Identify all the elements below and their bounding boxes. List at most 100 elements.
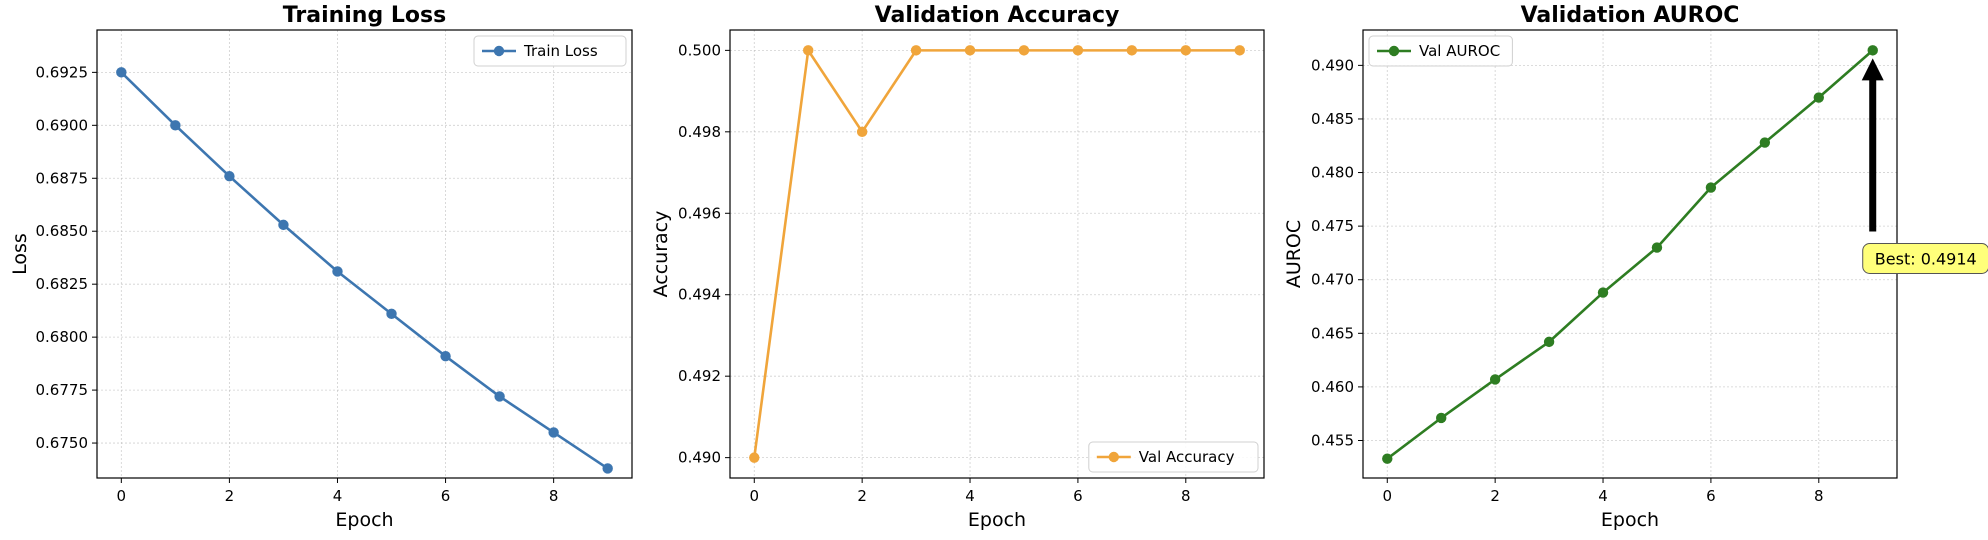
- data-point: [386, 308, 397, 320]
- data-point: [749, 452, 760, 463]
- x-tick-label: 4: [1598, 487, 1608, 505]
- x-tick-label: 2: [857, 487, 867, 505]
- legend: Val Accuracy: [1088, 441, 1259, 473]
- axes-frame: [729, 29, 1265, 479]
- annotation-label: Best: 0.4914: [1875, 249, 1977, 268]
- x-tick-label: 0: [117, 487, 127, 505]
- data-point: [1018, 45, 1030, 56]
- y-axis-label: AUROC: [1283, 220, 1305, 288]
- y-tick-label: 0.6775: [36, 381, 89, 399]
- y-tick-label: 0.6800: [36, 328, 89, 346]
- y-tick-label: 0.500: [678, 41, 721, 59]
- subplot-1: 0 2 4 6 8 0.6750 0.6775 0.6800 0.6825 0.6850 0.687…: [9, 3, 633, 531]
- x-axis-label: Epoch: [335, 509, 393, 531]
- x-tick-label: 8: [1814, 487, 1824, 505]
- chart-title: Training Loss: [283, 3, 446, 28]
- y-axis-label: Loss: [9, 233, 31, 275]
- y-tick-label: 0.480: [1311, 164, 1354, 182]
- annotation-arrow-head: [1861, 58, 1884, 81]
- series-line: [752, 49, 1240, 458]
- data-point: [1180, 45, 1191, 56]
- y-tick-label: 0.6925: [36, 63, 89, 81]
- y-tick-label: 0.485: [1311, 110, 1354, 128]
- y-tick-label: 0.6850: [36, 222, 89, 240]
- x-tick-label: 8: [1181, 487, 1191, 505]
- data-point: [1705, 182, 1717, 193]
- data-point: [116, 67, 127, 78]
- y-tick-label: 0.460: [1311, 378, 1354, 396]
- legend-swatch-marker: [1388, 45, 1400, 57]
- annotation-box: [1862, 242, 1988, 274]
- data-point: [856, 126, 868, 138]
- series-line: [1386, 49, 1874, 460]
- x-tick-label: 8: [549, 487, 559, 505]
- data-point: [1651, 242, 1663, 253]
- x-tick-label: 6: [441, 487, 451, 505]
- data-point: [602, 463, 613, 474]
- x-tick-label: 6: [1706, 487, 1716, 505]
- x-axis-label: Epoch: [1601, 509, 1659, 531]
- data-point: [1382, 453, 1393, 464]
- subplot-3: 0 2 4 6 8 0.455 0.460 0.465 0.470 0.475 0.480 0.485…: [1283, 3, 1988, 531]
- data-point: [1759, 137, 1771, 148]
- x-tick-label: 0: [749, 487, 759, 505]
- data-point: [440, 351, 451, 362]
- x-tick-label: 4: [333, 487, 343, 505]
- y-axis-label: Accuracy: [650, 211, 672, 298]
- subplot-2: 0 2 4 6 8 0.490 0.492 0.494 0.496 0.498 0.500 Valid…: [650, 3, 1265, 531]
- legend-box: [473, 35, 627, 67]
- chart-title: Validation AUROC: [1521, 3, 1740, 28]
- data-point: [1126, 45, 1138, 56]
- x-tick-label: 6: [1073, 487, 1083, 505]
- legend-swatch-marker: [1108, 451, 1120, 463]
- legend: Val AUROC: [1368, 35, 1513, 67]
- x-axis-label: Epoch: [968, 509, 1026, 531]
- y-tick-label: 0.492: [678, 367, 721, 385]
- y-tick-label: 0.494: [678, 286, 721, 304]
- data-point: [170, 120, 181, 131]
- data-point: [1436, 412, 1447, 424]
- series-line: [120, 71, 609, 470]
- data-point: [494, 391, 505, 402]
- x-tick-label: 2: [1490, 487, 1500, 505]
- legend-label: Val Accuracy: [1139, 448, 1235, 466]
- data-point: [803, 45, 814, 56]
- legend-swatch-marker: [493, 45, 505, 57]
- y-tick-label: 0.498: [678, 123, 721, 141]
- chart-title: Validation Accuracy: [875, 3, 1120, 28]
- data-point: [548, 427, 559, 438]
- legend-label: Train Loss: [523, 42, 598, 60]
- y-tick-label: 0.6825: [36, 275, 89, 293]
- y-tick-label: 0.470: [1311, 271, 1354, 289]
- best-annotation: Best: 0.4914: [1861, 58, 1988, 274]
- y-tick-label: 0.6900: [36, 116, 89, 134]
- data-point: [1597, 287, 1609, 298]
- axes-frame: [96, 29, 633, 479]
- y-tick-label: 0.496: [678, 204, 721, 222]
- legend-label: Val AUROC: [1419, 42, 1500, 60]
- data-point: [332, 266, 343, 277]
- x-tick-label: 2: [225, 487, 235, 505]
- legend: Train Loss: [473, 35, 627, 67]
- data-point: [1867, 45, 1878, 56]
- x-tick-label: 4: [965, 487, 975, 505]
- data-point: [910, 45, 922, 56]
- y-tick-label: 0.490: [678, 449, 721, 467]
- y-tick-label: 0.490: [1311, 56, 1354, 74]
- y-tick-label: 0.455: [1311, 431, 1354, 449]
- data-point: [1489, 374, 1501, 385]
- legend-box: [1368, 35, 1513, 67]
- x-tick-label: 0: [1382, 487, 1392, 505]
- y-tick-label: 0.6875: [36, 169, 89, 187]
- data-point: [224, 170, 235, 182]
- data-point: [278, 219, 289, 231]
- y-tick-label: 0.6750: [36, 434, 89, 452]
- y-tick-label: 0.465: [1311, 324, 1354, 342]
- y-tick-label: 0.475: [1311, 217, 1354, 235]
- data-point: [1072, 45, 1084, 56]
- data-point: [1234, 45, 1245, 56]
- data-point: [1813, 92, 1824, 103]
- data-point: [964, 45, 976, 56]
- legend-box: [1088, 441, 1259, 473]
